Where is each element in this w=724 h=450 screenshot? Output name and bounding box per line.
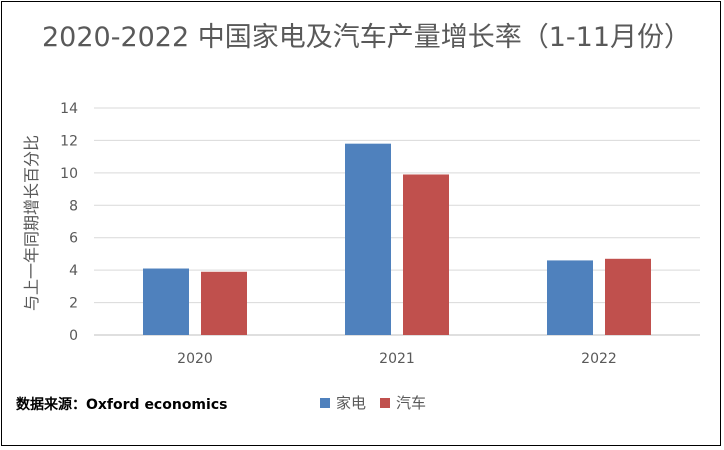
bar-汽车-2022	[605, 258, 651, 335]
legend-item: 家电	[320, 392, 366, 413]
y-tick-label: 0	[69, 328, 78, 344]
bar-家电-2020	[143, 268, 189, 335]
x-tick-label: 2020	[177, 351, 213, 367]
x-tick-label: 2021	[379, 351, 415, 367]
y-tick-label: 2	[69, 296, 78, 312]
y-tick-label: 8	[69, 198, 78, 214]
data-source: 数据来源：Oxford economics	[16, 397, 228, 413]
y-tick-label: 6	[69, 231, 78, 247]
legend-label: 汽车	[396, 394, 427, 412]
y-tick-label: 12	[60, 133, 78, 149]
legend: 家电 汽车	[320, 392, 440, 413]
legend-swatch	[380, 397, 391, 408]
y-tick-label: 10	[60, 166, 78, 182]
bar-家电-2022	[547, 260, 593, 335]
bar-汽车-2020	[201, 271, 247, 335]
bar-汽车-2021	[403, 174, 449, 335]
bar-家电-2021	[345, 143, 391, 335]
y-tick-label: 4	[69, 263, 78, 279]
x-tick-label: 2022	[581, 351, 617, 367]
chart-title: 2020-2022 中国家电及汽车产量增长率（1-11月份）	[42, 22, 692, 53]
legend-label: 家电	[336, 394, 367, 412]
y-tick-label: 14	[60, 101, 78, 117]
legend-swatch	[320, 397, 330, 408]
legend-item: 汽车	[380, 392, 426, 413]
